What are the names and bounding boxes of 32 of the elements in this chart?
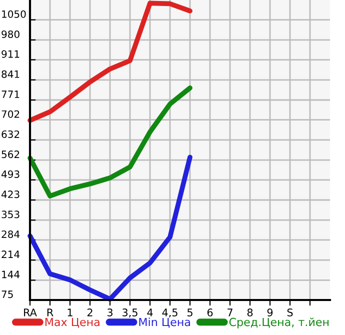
y-tick-label: 144 [2, 270, 20, 278]
y-tick-label: 75 [2, 290, 13, 298]
y-tick-label: 841 [2, 70, 20, 78]
x-tick-label: 1 [68, 308, 72, 316]
x-tick-label: 2 [87, 308, 92, 316]
x-tick-label: 4,5 [162, 308, 178, 318]
y-tick-label: 632 [2, 130, 20, 138]
y-tick-label: 702 [2, 110, 20, 118]
x-tick-label: R [47, 308, 54, 316]
y-tick-label: 771 [2, 90, 20, 98]
x-tick-label: 7 [228, 308, 232, 316]
y-tick-label: 284 [2, 230, 20, 238]
legend-label: Min Цена [139, 318, 190, 328]
x-tick-label: 8 [247, 308, 253, 316]
y-tick-label: 980 [2, 30, 20, 38]
y-tick-label: 423 [2, 190, 20, 198]
x-tick-label: 4 [147, 308, 153, 316]
x-tick-label: 3 [107, 308, 112, 316]
x-tick-label: 6 [207, 308, 213, 316]
y-tick-label: 911 [2, 50, 20, 58]
x-tick-label: 5 [187, 308, 192, 316]
y-tick-label: 353 [2, 210, 20, 218]
y-tick-label: 493 [2, 170, 20, 178]
legend-label: Сред.Цена, т.йен [229, 318, 329, 328]
x-tick-label: S [287, 308, 293, 316]
y-tick-label: 214 [2, 250, 20, 258]
x-tick-label: 3,5 [122, 308, 138, 318]
x-tick-label: RA [24, 308, 37, 316]
y-tick-label: 1050 [2, 10, 26, 18]
x-tick-label: 9 [267, 308, 273, 316]
y-tick-label: 562 [2, 150, 20, 158]
legend-label: Max Цена [45, 318, 100, 328]
